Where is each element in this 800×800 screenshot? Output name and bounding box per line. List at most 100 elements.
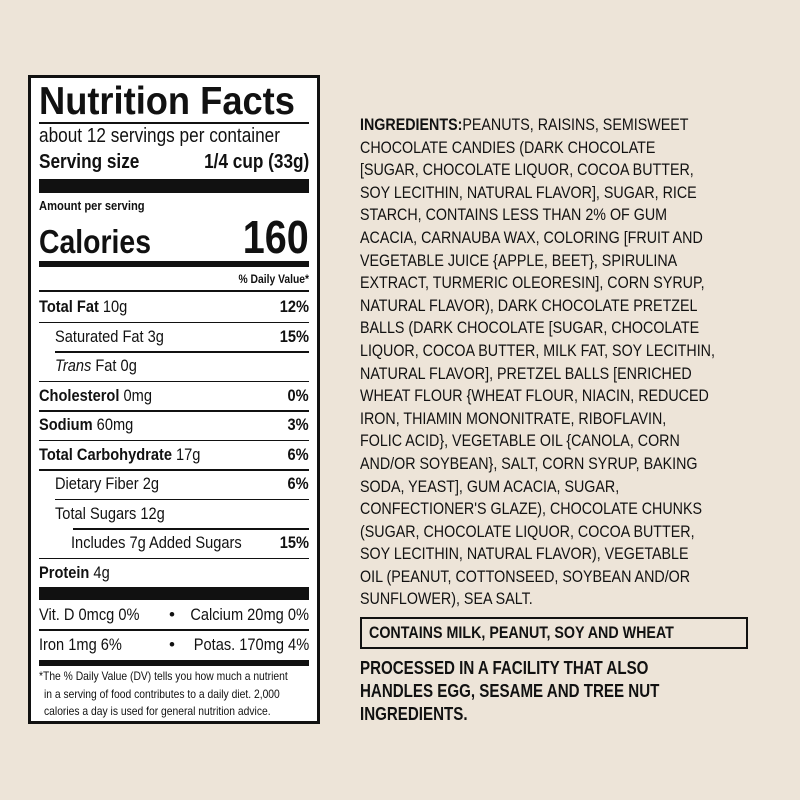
nutrient-dv: 6% [287, 444, 309, 464]
ingredient-line: IRON, THIAMIN MONONITRATE, RIBOFLAVIN, [360, 408, 800, 431]
servings-per-container: about 12 servings per container [39, 125, 280, 147]
bullet: • [169, 635, 175, 654]
nutrient-dv: 6% [287, 474, 309, 493]
ingredient-text: SOY LECITHIN, NATURAL FLAVOR], SUGAR, RI… [360, 182, 697, 202]
ingredient-line: SOY LECITHIN, NATURAL FLAVOR], SUGAR, RI… [360, 182, 800, 205]
vitamin-row: Iron 1mg 6% • Potas. 170mg 4% [39, 634, 309, 656]
vitamin-row: Vit. D 0mcg 0% • Calcium 20mg 0% [39, 604, 309, 626]
divider [39, 629, 309, 631]
ingredient-text: SODA, YEAST], GUM ACACIA, SUGAR, [360, 476, 620, 496]
ingredient-line: SODA, YEAST], GUM ACACIA, SUGAR, [360, 476, 800, 499]
divider [39, 410, 309, 412]
nutrient-name: Trans [55, 356, 92, 375]
nutrient-dv: 15% [279, 533, 309, 552]
ingredient-text: IRON, THIAMIN MONONITRATE, RIBOFLAVIN, [360, 408, 667, 428]
ingredient-text: CONFECTIONER'S GLAZE), CHOCOLATE CHUNKS [360, 499, 703, 519]
ingredient-line: INGREDIENTS: PEANUTS, RAISINS, SEMISWEET [360, 114, 800, 137]
divider [39, 469, 309, 471]
nutrient-row: Trans Fat 0g [39, 353, 309, 379]
nutrient-name: Saturated Fat [55, 326, 144, 346]
divider [55, 351, 309, 353]
daily-value-header: % Daily Value* [238, 272, 309, 286]
ingredient-line: NATURAL FLAVOR], PRETZEL BALLS [ENRICHED [360, 363, 800, 386]
nutrient-dv: 15% [279, 326, 309, 346]
nutrient-name-rest: Fat [95, 356, 117, 375]
serving-size-value: 1/4 cup (33g) [203, 151, 309, 173]
nutrient-amount: 4g [93, 562, 110, 582]
ingredient-text: [SUGAR, CHOCOLATE LIQUOR, COCOA BUTTER, [360, 160, 694, 180]
divider [73, 528, 309, 530]
ingredient-text: NATURAL FLAVOR], PRETZEL BALLS [ENRICHED [360, 363, 692, 383]
thick-divider [39, 587, 309, 600]
ingredient-line: LIQUOR, COCOA BUTTER, MILK FAT, SOY LECI… [360, 340, 800, 363]
footnote: *The % Daily Value (DV) tells you how mu… [39, 668, 309, 721]
ingredient-line: NATURAL FLAVOR), DARK CHOCOLATE PRETZEL [360, 295, 800, 318]
nutrient-row: Total Carbohydrate 17g 6% [39, 442, 309, 468]
facility-statement: PROCESSED IN A FACILITY THAT ALSO HANDLE… [360, 657, 716, 726]
nutrient-row: Saturated Fat 3g 15% [39, 324, 309, 350]
ingredient-line: BALLS (DARK CHOCOLATE [SUGAR, CHOCOLATE [360, 317, 800, 340]
ingredient-line: FOLIC ACID}, VEGETABLE OIL {CANOLA, CORN [360, 430, 800, 453]
nutrient-dv: 3% [287, 415, 309, 434]
ingredient-text: SUNFLOWER), SEA SALT. [360, 589, 533, 609]
ingredient-line: AND/OR SOYBEAN}, SALT, CORN SYRUP, BAKIN… [360, 453, 800, 476]
divider [39, 439, 309, 441]
nutrient-row: Total Sugars 12g [39, 501, 309, 527]
ingredient-line: VEGETABLE JUICE {APPLE, BEET}, SPIRULINA [360, 250, 800, 273]
ingredient-text: AND/OR SOYBEAN}, SALT, CORN SYRUP, BAKIN… [360, 453, 698, 473]
ingredients-heading: INGREDIENTS: [360, 115, 463, 134]
ingredient-line: OIL (PEANUT, COTTONSEED, SOYBEAN AND/OR [360, 566, 800, 589]
ingredient-text: SOY LECITHIN, NATURAL FLAVOR), VEGETABLE [360, 544, 689, 564]
nutrient-row: Total Fat 10g 12% [39, 294, 309, 320]
nutrient-amount: 3g [147, 326, 164, 346]
nutrient-amount: 2g [142, 474, 160, 493]
facility-line: INGREDIENTS. [360, 704, 468, 724]
medium-divider [39, 660, 309, 666]
divider [39, 557, 309, 559]
ingredient-line: (SUGAR, CHOCOLATE LIQUOR, COCOA BUTTER, [360, 521, 800, 544]
nutrient-name: Includes 7g Added Sugars [71, 533, 242, 552]
allergen-box: CONTAINS MILK, PEANUT, SOY AND WHEAT [360, 617, 748, 649]
ingredient-text: LIQUOR, COCOA BUTTER, MILK FAT, SOY LECI… [360, 340, 715, 360]
ingredient-line: EXTRACT, TURMERIC OLEORESIN], CORN SYRUP… [360, 272, 800, 295]
ingredient-text: NATURAL FLAVOR), DARK CHOCOLATE PRETZEL [360, 295, 698, 315]
ingredient-text: BALLS (DARK CHOCOLATE [SUGAR, CHOCOLATE [360, 318, 700, 338]
nutrient-name: Protein [39, 562, 90, 582]
nutrition-facts-label: Nutrition Facts about 12 servings per co… [28, 75, 320, 724]
nutrient-amount: 17g [176, 444, 201, 464]
nutrient-name: Total Fat [39, 297, 99, 316]
divider [55, 498, 309, 500]
ingredient-line: WHEAT FLOUR {WHEAT FLOUR, NIACIN, REDUCE… [360, 385, 800, 408]
divider [39, 122, 309, 124]
nutrient-amount: 0mg [123, 385, 152, 405]
divider [39, 321, 309, 323]
label-title: Nutrition Facts [39, 80, 295, 123]
divider [39, 380, 309, 382]
calcium: Calcium 20mg 0% [190, 605, 309, 624]
ingredient-text: PEANUTS, RAISINS, SEMISWEET [462, 115, 689, 134]
ingredient-line: CONFECTIONER'S GLAZE), CHOCOLATE CHUNKS [360, 498, 800, 521]
ingredient-line: CHOCOLATE CANDIES (DARK CHOCOLATE [360, 137, 800, 160]
footnote-line: calories a day is used for general nutri… [44, 704, 271, 718]
nutrient-name: Total Sugars [55, 503, 137, 523]
facility-line: HANDLES EGG, SESAME AND TREE NUT [360, 681, 660, 701]
nutrient-amount: 60mg [96, 415, 134, 434]
ingredient-text: FOLIC ACID}, VEGETABLE OIL {CANOLA, CORN [360, 431, 680, 451]
ingredient-text: OIL (PEANUT, COTTONSEED, SOYBEAN AND/OR [360, 566, 691, 586]
ingredient-text: VEGETABLE JUICE {APPLE, BEET}, SPIRULINA [360, 250, 678, 270]
nutrient-amount: 10g [102, 297, 128, 316]
ingredient-text: WHEAT FLOUR {WHEAT FLOUR, NIACIN, REDUCE… [360, 386, 709, 406]
nutrient-row: Protein 4g [39, 560, 309, 586]
ingredient-text: EXTRACT, TURMERIC OLEORESIN], CORN SYRUP… [360, 273, 705, 293]
thick-divider [39, 179, 309, 193]
nutrient-row: Sodium 60mg 3% [39, 412, 309, 438]
divider [39, 290, 309, 292]
calories-value: 160 [242, 211, 309, 263]
footnote-line: *The % Daily Value (DV) tells you how mu… [39, 669, 288, 683]
allergen-statement: CONTAINS MILK, PEANUT, SOY AND WHEAT [369, 623, 674, 642]
nutrient-row: Dietary Fiber 2g 6% [39, 471, 309, 497]
nutrient-row: Cholesterol 0mg 0% [39, 383, 309, 409]
nutrient-name: Sodium [39, 415, 93, 434]
nutrient-dv: 12% [279, 297, 309, 316]
iron: Iron 1mg 6% [39, 635, 122, 654]
